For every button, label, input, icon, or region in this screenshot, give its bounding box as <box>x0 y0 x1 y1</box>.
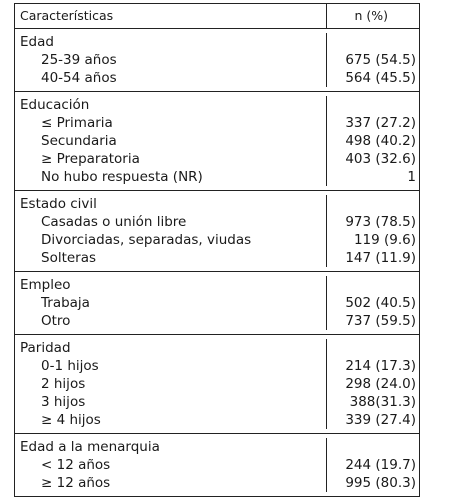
section-title-spacer <box>327 276 419 294</box>
table-body: Edad 25-39 años 40-54 años 675 (54.5) 564 (4… <box>15 29 419 496</box>
section-labels: Empleo Trabaja Otro <box>15 276 327 330</box>
row-value: 339 (27.4) <box>345 412 416 428</box>
section-title: Estado civil <box>20 196 97 212</box>
row-label: Solteras <box>41 250 97 266</box>
row-value: 737 (59.5) <box>345 313 416 329</box>
section-title: Edad a la menarquia <box>20 439 160 455</box>
section-title-spacer <box>327 96 419 114</box>
row-label: Secundaria <box>41 133 117 149</box>
table-section: Edad 25-39 años 40-54 años 675 (54.5) 564 (4… <box>15 29 419 92</box>
section-title: Educación <box>20 97 90 113</box>
section-labels: Paridad 0-1 hijos 2 hijos 3 hijos ≥ 4 hijos <box>15 339 327 429</box>
row-label: 0-1 hijos <box>41 358 99 374</box>
row-label: 2 hijos <box>41 376 86 392</box>
row-value: 675 (54.5) <box>345 52 416 68</box>
row-label: Divorciadas, separadas, viudas <box>41 232 252 248</box>
section-title-spacer <box>327 195 419 213</box>
row-value: 337 (27.2) <box>345 115 416 131</box>
section-values: 502 (40.5) 737 (59.5) <box>327 276 419 330</box>
section-title-spacer <box>327 339 419 357</box>
header-value: n (%) <box>354 8 388 23</box>
section-values: 337 (27.2) 498 (40.2) 403 (32.6) 1 <box>327 96 419 186</box>
section-title: Empleo <box>20 277 71 293</box>
row-value: 119 (9.6) <box>353 232 416 248</box>
section-title: Paridad <box>20 340 71 356</box>
row-label: 25-39 años <box>41 52 117 68</box>
table-header: Características n (%) <box>15 4 419 29</box>
section-title-spacer <box>327 438 419 456</box>
table-section: Educación ≤ Primaria Secundaria ≥ Preparato… <box>15 92 419 191</box>
section-labels: Edad 25-39 años 40-54 años <box>15 33 327 87</box>
row-value: 388(31.3) <box>349 394 416 410</box>
row-value: 147 (11.9) <box>345 250 416 266</box>
section-labels: Educación ≤ Primaria Secundaria ≥ Preparato… <box>15 96 327 186</box>
section-labels: Estado civil Casadas o unión libre Divorci… <box>15 195 327 267</box>
row-label: 40-54 años <box>41 70 117 86</box>
table-section: Empleo Trabaja Otro 502 (40.5) 737 (59.5) <box>15 272 419 335</box>
row-value: 498 (40.2) <box>345 133 416 149</box>
row-value: 564 (45.5) <box>345 70 416 86</box>
row-label: < 12 años <box>41 457 111 473</box>
row-label: 3 hijos <box>41 394 86 410</box>
section-values: 973 (78.5) 119 (9.6) 147 (11.9) <box>327 195 419 267</box>
section-values: 244 (19.7) 995 (80.3) <box>327 438 419 492</box>
row-value: 298 (24.0) <box>345 376 416 392</box>
table-section: Estado civil Casadas o unión libre Divorci… <box>15 191 419 272</box>
row-value: 502 (40.5) <box>345 295 416 311</box>
section-values: 675 (54.5) 564 (45.5) <box>327 33 419 87</box>
section-title: Edad <box>20 34 54 50</box>
row-label: ≤ Primaria <box>41 115 113 131</box>
row-value: 403 (32.6) <box>345 151 416 167</box>
row-value: 244 (19.7) <box>345 457 416 473</box>
row-value: 995 (80.3) <box>345 475 416 491</box>
row-label: ≥ 4 hijos <box>41 412 101 428</box>
row-value: 973 (78.5) <box>345 214 416 230</box>
section-values: 214 (17.3) 298 (24.0) 388(31.3) 339 (27.4) <box>327 339 419 429</box>
section-title-spacer <box>327 33 419 51</box>
row-label: Casadas o unión libre <box>41 214 187 230</box>
row-value: 1 <box>407 169 416 185</box>
row-label: ≥ Preparatoria <box>41 151 140 167</box>
table-section: Paridad 0-1 hijos 2 hijos 3 hijos ≥ 4 hijos 2… <box>15 335 419 434</box>
row-label: No hubo respuesta (NR) <box>41 169 203 185</box>
row-value: 214 (17.3) <box>345 358 416 374</box>
row-label: Otro <box>41 313 71 329</box>
row-label: ≥ 12 años <box>41 475 111 491</box>
header-characteristic: Características <box>15 4 327 28</box>
row-label: Trabaja <box>41 295 90 311</box>
characteristics-table: Características n (%) Edad 25-39 años 40-5… <box>14 3 420 497</box>
section-labels: Edad a la menarquia < 12 años ≥ 12 años <box>15 438 327 492</box>
table-section: Edad a la menarquia < 12 años ≥ 12 años 244… <box>15 434 419 496</box>
